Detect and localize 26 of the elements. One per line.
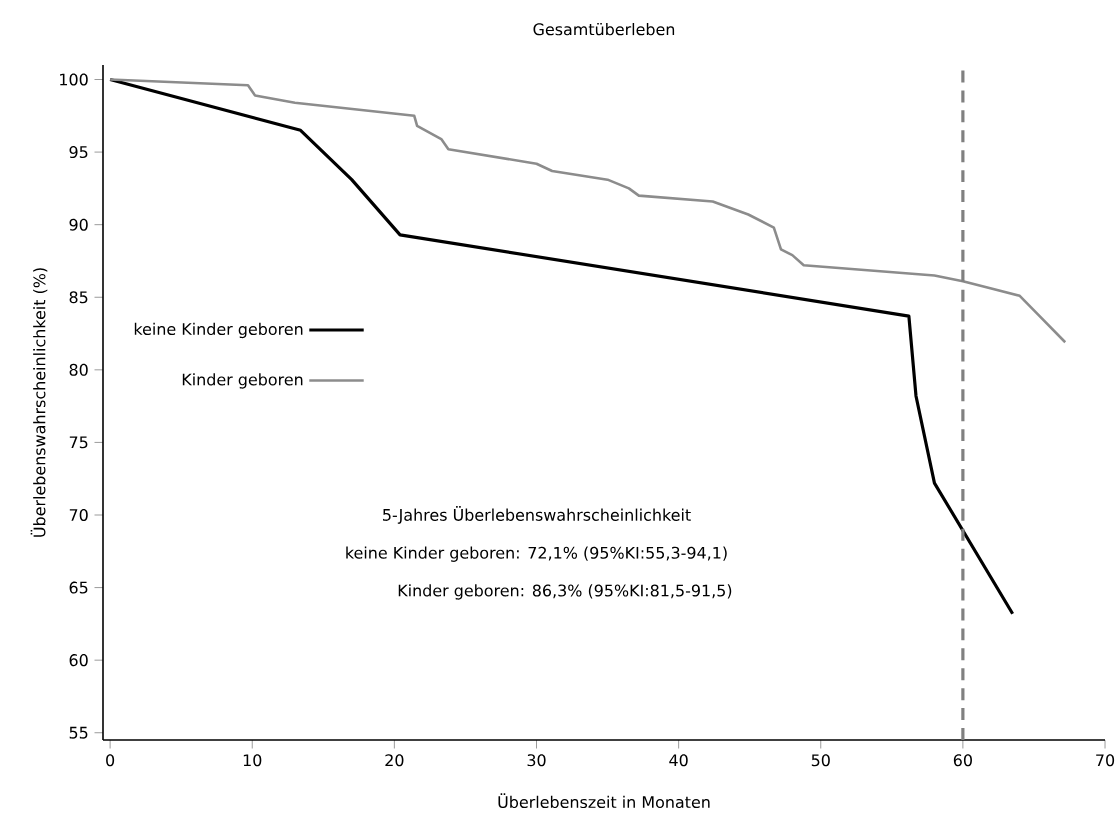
y-tick-label: 100 [60, 73, 88, 86]
x-tick-label: 30 [527, 754, 546, 767]
y-tick-label: 55 [69, 726, 88, 739]
x-tick-label: 70 [1096, 754, 1115, 767]
x-tick-label: 10 [243, 754, 262, 767]
x-tick-label: 60 [953, 754, 972, 767]
y-tick-label: 95 [69, 146, 88, 159]
legend-label: Kinder geboren [182, 373, 303, 389]
chart-title: Gesamtüberleben [533, 23, 675, 36]
annotation: Kinder geboren: 86,3% (95%KI:81,5-91,5) [398, 584, 732, 600]
y-tick-label: 60 [69, 654, 88, 667]
y-tick-label: 70 [69, 508, 88, 522]
y-tick-label: 85 [69, 291, 88, 304]
y-tick-label: 90 [69, 218, 88, 231]
x-tick-label: 20 [385, 754, 404, 767]
annotation: 5-Jahres Überlebenswahrscheinlichkeit [383, 506, 691, 524]
x-tick-label: 0 [106, 754, 115, 767]
x-tick-label: 50 [811, 754, 830, 767]
y-axis-title: Überlebenswahrscheinlichkeit (%) [30, 268, 48, 537]
x-axis-title: Überlebenszeit in Monaten [498, 793, 710, 809]
x-tick-label: 40 [669, 754, 688, 767]
legend-label: keine Kinder geboren [134, 322, 303, 339]
annotation: keine Kinder geboren: 72,1% (95%KI:55,3-94,1) [346, 546, 727, 562]
y-tick-label: 65 [69, 581, 88, 594]
y-tick-label: 75 [69, 436, 88, 449]
y-tick-label: 80 [69, 363, 88, 376]
